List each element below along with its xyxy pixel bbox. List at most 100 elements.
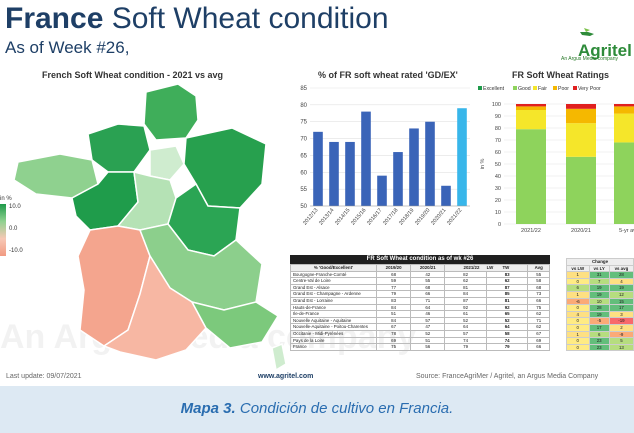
table-cell: 46 <box>410 310 446 318</box>
table-row: Bourgogne-Franche-Comté 68 42 82 83 55 <box>290 270 550 279</box>
change-cell: 12 <box>608 290 634 299</box>
table-cell-region: Grand Est - Lorraine <box>290 296 377 305</box>
table-cell: 62 <box>527 323 550 331</box>
change-row: 0 28 17 <box>566 304 634 312</box>
change-cell: 0 <box>566 317 590 325</box>
change-cell: 0 <box>566 337 590 345</box>
col-header-lw: LW <box>486 265 494 270</box>
change-row: 1 6 -9 <box>566 330 634 339</box>
col-header-2021-22-label: 2021/22 <box>463 265 480 270</box>
region-paca <box>190 300 280 349</box>
table-cell: 79 <box>485 343 529 351</box>
logo-text: Agritel <box>578 41 632 60</box>
stack-y-axis-label: in % <box>480 159 486 170</box>
table-cell: 67 <box>375 323 412 331</box>
table-row: Grand Est - Champagne - Ardenne 79 66 84 85 7… <box>290 290 550 298</box>
col-header-2020-21: 2020/21 <box>410 264 446 272</box>
change-cell: 6 <box>566 284 590 292</box>
change-cell: 19 <box>588 290 610 299</box>
table-row: France 75 56 79 79 66 <box>290 343 550 351</box>
table-cell: 78 <box>375 329 412 338</box>
change-cell: -6 <box>566 297 590 306</box>
bar-2015/16 <box>361 111 371 206</box>
change-cell: 28 <box>608 271 634 279</box>
table-cell: 74 <box>485 336 529 345</box>
table-cell-region: France <box>290 343 377 351</box>
x-tick-label-2021/22: 2021/22 <box>446 207 463 226</box>
col-header-tw: TW <box>502 265 510 270</box>
change-cell: 0 <box>566 323 590 332</box>
region-ile-de-france <box>149 145 185 181</box>
stack-y-tick-label-30: 30 <box>495 186 501 192</box>
table-cell-region: Nouvelle-Aquitaine - Poitou-Charentes <box>290 323 377 331</box>
y-tick-label-60: 60 <box>300 170 307 176</box>
bar-2017/18 <box>393 152 403 206</box>
ratings-chart-title: FR Soft Wheat Ratings <box>512 70 609 80</box>
table-row: Grand Est - Lorraine 83 71 87 81 66 <box>290 296 550 305</box>
col-header-avg: Avg <box>527 264 550 272</box>
change-cell: 3 <box>608 310 634 319</box>
table-cell: 67 <box>527 329 550 338</box>
table-cell: 79 <box>375 290 412 298</box>
table-cell: 64 <box>444 323 487 331</box>
change-row: 0 17 2 <box>566 323 634 332</box>
stack-seg-2020/21-poor <box>566 108 596 124</box>
table-cell: 81 <box>485 296 529 305</box>
condition-table-body: Bourgogne-Franche-Comté 68 42 82 83 55 Centre-… <box>290 270 550 351</box>
table-cell: 66 <box>527 343 550 351</box>
legend-swatch-poor <box>553 86 557 90</box>
change-table-title: Change <box>566 258 634 266</box>
table-cell: 58 <box>527 277 550 285</box>
table-cell: 87 <box>485 283 529 292</box>
change-cell: 19 <box>588 310 610 319</box>
change-cell: 0 <box>566 304 590 312</box>
change-cell: 10 <box>588 297 610 306</box>
x-tick-label-2012/13: 2012/13 <box>302 207 319 226</box>
y-tick-label-65: 65 <box>300 153 307 159</box>
legend-swatch-excellent <box>478 86 482 90</box>
logo-subtitle: An Argus Media company <box>561 56 618 62</box>
x-tick-label-2017/18: 2017/18 <box>382 207 399 226</box>
stack-seg-2020/21-good <box>566 156 596 224</box>
table-cell: 69 <box>527 336 550 345</box>
stack-seg-2021/22-fair <box>516 110 546 130</box>
table-row: Centre-Val de Loire 59 55 62 62 58 <box>290 277 550 285</box>
col-header-2021-22: 2021/22 LW TW <box>444 264 529 272</box>
stack-seg-5-yr avg-poor <box>614 106 634 114</box>
table-cell: 84 <box>375 303 412 312</box>
change-row: 6 19 19 <box>566 284 634 292</box>
x-tick-label-2018/19: 2018/19 <box>398 207 415 226</box>
table-cell: 55 <box>527 270 550 279</box>
change-cell: 19 <box>588 284 610 292</box>
stack-y-tick-label-20: 20 <box>495 198 501 204</box>
legend-label-very-poor: Very Poor <box>578 86 601 92</box>
bar-2013/14 <box>329 141 339 206</box>
x-tick-label-2016/17: 2016/17 <box>366 207 383 226</box>
change-cell: 0 <box>566 343 590 352</box>
table-cell: 55 <box>410 277 446 285</box>
stack-seg-5-yr avg-fair <box>614 113 634 143</box>
table-cell-region: Hauts-de-France <box>290 303 377 312</box>
table-cell: 52 <box>410 329 446 338</box>
legend-label-excellent: Excellent <box>483 86 505 92</box>
table-cell: 68 <box>527 283 550 292</box>
gdex-bar-chart: 50556065707580852012/132013/142014/15201… <box>300 86 470 227</box>
legend-label-good: Good <box>518 86 531 92</box>
change-cell: 15 <box>608 297 634 306</box>
title-rest: Soft Wheat condition <box>103 2 389 35</box>
col-header-2019-20: 2019/20 <box>375 264 412 272</box>
condition-table-title: FR Soft Wheat condition as of wk #26 <box>290 255 550 264</box>
stack-x-tick-label-2021/22: 2021/22 <box>521 228 541 234</box>
table-cell-region: Ile-de-France <box>290 310 377 318</box>
table-row: Nouvelle-Aquitaine - Poitou-Charentes 67 4… <box>290 323 550 331</box>
table-cell: 73 <box>527 290 550 298</box>
agritel-logo: Agritel <box>578 28 632 60</box>
table-cell: 92 <box>485 303 529 312</box>
website-link[interactable]: www.agritel.com <box>258 373 314 380</box>
table-cell: 68 <box>375 270 412 279</box>
change-table: Change vs LW vs LY vs avg 1 31 28 0 7 4 6 19 19 1… <box>566 258 634 352</box>
stack-seg-2021/22-very-poor <box>516 104 546 107</box>
page-title: France Soft Wheat condition <box>5 2 389 36</box>
table-cell: 42 <box>410 270 446 279</box>
table-row: Hauts-de-France 84 64 92 92 75 <box>290 303 550 312</box>
